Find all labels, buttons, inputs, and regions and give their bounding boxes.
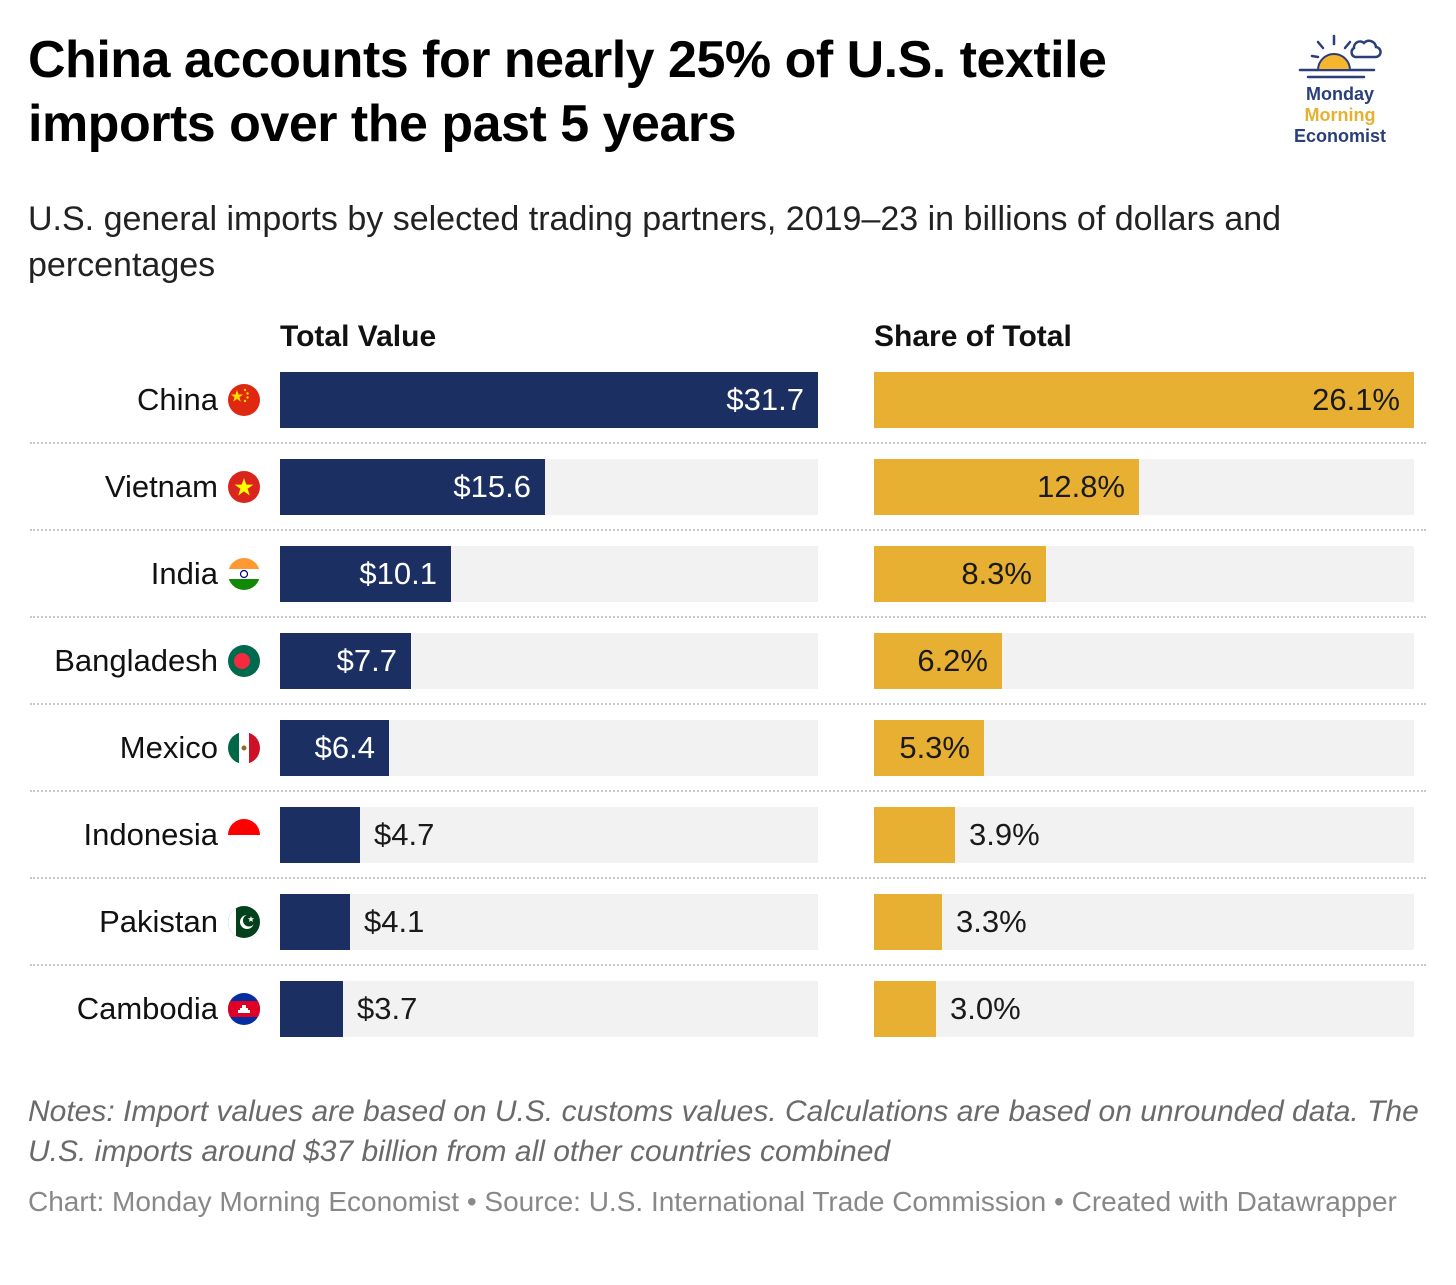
table-row: Bangladesh $7.7 6.2% xyxy=(0,633,1456,689)
share-bar-track: 12.8% xyxy=(874,459,1414,515)
brand-logo: Monday Morning Economist xyxy=(1290,26,1390,156)
chart-subtitle: U.S. general imports by selected trading… xyxy=(28,200,1282,284)
row-divider xyxy=(30,964,1426,966)
value-bar xyxy=(280,546,451,602)
value-data-label: $6.4 xyxy=(314,730,375,765)
share-data-label: 5.3% xyxy=(899,730,970,765)
table-row: China $31.7 26.1% xyxy=(0,372,1456,428)
share-data-label: 6.2% xyxy=(917,643,988,678)
country-label: Mexico xyxy=(119,730,218,765)
share-bar-track: 3.9% xyxy=(874,807,1414,863)
country-label: China xyxy=(137,382,218,417)
value-data-label: $4.7 xyxy=(374,817,435,852)
table-row: Indonesia $4.7 3.9% xyxy=(0,807,1456,863)
value-data-label: $4.1 xyxy=(364,904,425,939)
country-label: Indonesia xyxy=(83,817,218,852)
logo-line-3: Economist xyxy=(1293,126,1386,146)
share-bar-track: 3.3% xyxy=(874,894,1414,950)
pakistan-flag-icon xyxy=(228,906,260,938)
country-label: Vietnam xyxy=(104,469,218,504)
value-bar-track: $7.7 xyxy=(280,633,818,689)
value-bar xyxy=(280,807,360,863)
table-row: Pakistan $4.1 3.3% xyxy=(0,894,1456,950)
share-data-label: 26.1% xyxy=(1312,382,1400,417)
value-bar-track: $4.1 xyxy=(280,894,818,950)
value-bar xyxy=(280,633,411,689)
share-bar xyxy=(874,720,984,776)
bangladesh-flag-icon xyxy=(228,645,260,677)
sun-cloud-icon xyxy=(1298,34,1382,79)
cambodia-flag-icon xyxy=(228,993,260,1025)
share-data-label: 12.8% xyxy=(1037,469,1125,504)
share-bar-track: 8.3% xyxy=(874,546,1414,602)
share-data-label: 8.3% xyxy=(961,556,1032,591)
row-divider xyxy=(30,790,1426,792)
value-bar-track: $6.4 xyxy=(280,720,818,776)
share-data-label: 3.9% xyxy=(969,817,1040,852)
value-data-label: $10.1 xyxy=(359,556,437,591)
china-flag-icon xyxy=(228,384,260,416)
india-flag-icon xyxy=(228,558,260,590)
chart-title: China accounts for nearly 25% of U.S. te… xyxy=(28,31,1107,153)
share-bar xyxy=(874,546,1046,602)
value-bar xyxy=(280,894,350,950)
table-row: India $10.1 8.3% xyxy=(0,546,1456,602)
table-row: Vietnam $15.6 12.8% xyxy=(0,459,1456,515)
row-divider xyxy=(30,442,1426,444)
share-data-label: 3.0% xyxy=(950,991,1021,1026)
value-bar-track: $3.7 xyxy=(280,981,818,1037)
indonesia-flag-icon xyxy=(228,819,260,851)
mexico-flag-icon xyxy=(228,732,260,764)
logo-line-2: Morning xyxy=(1304,105,1376,125)
share-data-label: 3.3% xyxy=(956,904,1027,939)
value-data-label: $31.7 xyxy=(726,382,804,417)
country-label: India xyxy=(150,556,218,591)
value-bar xyxy=(280,981,343,1037)
logo-line-1: Monday xyxy=(1305,84,1374,104)
value-data-label: $3.7 xyxy=(357,991,418,1026)
share-bar-track: 26.1% xyxy=(874,372,1414,428)
row-divider xyxy=(30,529,1426,531)
value-bar-track: $4.7 xyxy=(280,807,818,863)
value-bar xyxy=(280,459,545,515)
value-bar-track: $15.6 xyxy=(280,459,818,515)
table-row: Mexico $6.4 5.3% xyxy=(0,720,1456,776)
share-bar xyxy=(874,981,936,1037)
country-label: Bangladesh xyxy=(54,643,218,678)
share-bar xyxy=(874,372,1414,428)
vietnam-flag-icon xyxy=(228,471,260,503)
country-label: Pakistan xyxy=(99,904,218,939)
share-bar-track: 6.2% xyxy=(874,633,1414,689)
share-bar-track: 5.3% xyxy=(874,720,1414,776)
value-bar xyxy=(280,372,818,428)
table-row: Cambodia $3.7 3.0% xyxy=(0,981,1456,1037)
value-data-label: $15.6 xyxy=(453,469,531,504)
logo-wordmark: Monday Morning Economist xyxy=(1290,84,1390,147)
chart-credit: Chart: Monday Morning Economist • Source… xyxy=(28,1186,1397,1217)
column-header-share-of-total: Share of Total xyxy=(874,320,1072,353)
chart-notes: Notes: Import values are based on U.S. c… xyxy=(28,1095,1419,1168)
value-bar-track: $10.1 xyxy=(280,546,818,602)
share-bar xyxy=(874,894,942,950)
row-divider xyxy=(30,703,1426,705)
share-bar-track: 3.0% xyxy=(874,981,1414,1037)
country-label: Cambodia xyxy=(76,991,218,1026)
column-header-total-value: Total Value xyxy=(280,320,437,353)
share-bar xyxy=(874,459,1139,515)
value-bar xyxy=(280,720,389,776)
share-bar xyxy=(874,633,1002,689)
row-divider xyxy=(30,616,1426,618)
share-bar xyxy=(874,807,955,863)
value-bar-track: $31.7 xyxy=(280,372,818,428)
value-data-label: $7.7 xyxy=(336,643,397,678)
row-divider xyxy=(30,877,1426,879)
